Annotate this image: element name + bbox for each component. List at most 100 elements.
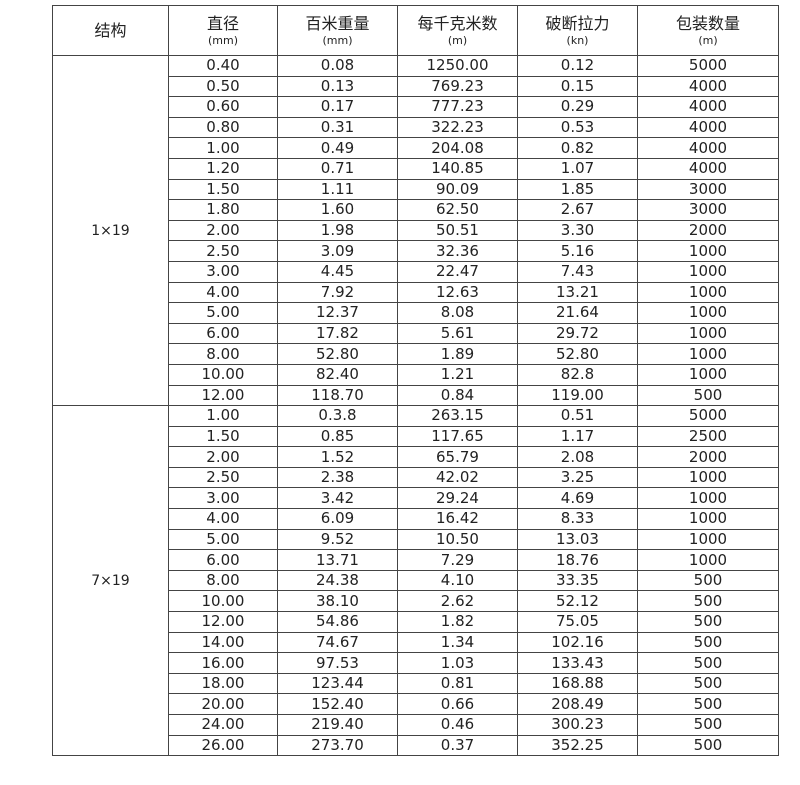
table-row: 1.00 0.49 204.08 0.82 4000 (53, 137, 779, 159)
header-unit: (kn) (566, 33, 589, 47)
data-cell: 12.00 (168, 611, 278, 633)
data-cell: 3.00 (168, 487, 278, 510)
data-cell: 3.25 (517, 466, 638, 489)
data-cell: 263.15 (397, 405, 518, 427)
data-cell: 6.09 (277, 508, 398, 530)
data-cell: 1.80 (168, 199, 278, 221)
data-cell: 1000 (637, 281, 779, 304)
table-row: 1×19 0.40 0.08 1250.00 0.12 5000 (52, 54, 779, 407)
data-cell: 1.60 (277, 199, 398, 221)
data-cell: 17.82 (277, 322, 398, 345)
data-cell: 500 (637, 631, 779, 654)
data-cell: 1.34 (397, 631, 518, 654)
data-cell: 1.00 (168, 405, 278, 427)
data-cell: 12.37 (277, 302, 398, 324)
data-cell: 102.16 (517, 631, 638, 654)
data-cell: 1000 (637, 528, 779, 551)
table-row: 0.80 0.31 322.23 0.53 4000 (53, 116, 779, 139)
data-cell: 24.00 (168, 714, 278, 736)
data-cell: 0.49 (277, 137, 398, 159)
data-cell: 4.00 (168, 508, 278, 530)
table-row: 4.00 6.09 16.42 8.33 1000 (53, 508, 779, 530)
data-cell: 140.85 (397, 157, 518, 180)
data-cell: 0.66 (397, 693, 518, 715)
table-row: 3.00 3.42 29.24 4.69 1000 (53, 487, 779, 510)
data-cell: 118.70 (277, 384, 398, 407)
data-cell: 3000 (637, 199, 779, 221)
data-cell: 4.10 (397, 569, 518, 592)
data-cell: 500 (637, 672, 779, 695)
header-unit: (m) (447, 33, 468, 47)
data-cell: 7.43 (517, 260, 638, 283)
data-cell: 1.17 (517, 425, 638, 448)
data-cell: 4000 (637, 96, 779, 118)
data-cell: 3000 (637, 178, 779, 201)
data-cell: 1.82 (397, 611, 518, 633)
data-cell: 5.61 (397, 322, 518, 345)
data-cell: 5000 (637, 405, 779, 427)
data-cell: 5.00 (168, 528, 278, 551)
table-row: 20.00 152.40 0.66 208.49 500 (53, 693, 779, 715)
data-cell: 769.23 (397, 75, 518, 98)
data-cell: 0.3.8 (277, 405, 398, 427)
data-cell: 42.02 (397, 466, 518, 489)
data-cell: 16.42 (397, 508, 518, 530)
data-cell: 500 (637, 734, 779, 757)
data-cell: 168.88 (517, 672, 638, 695)
data-cell: 123.44 (277, 672, 398, 695)
data-cell: 2500 (637, 425, 779, 448)
data-cell: 26.00 (168, 734, 278, 757)
data-cell: 2.50 (168, 240, 278, 262)
data-cell: 1.85 (517, 178, 638, 201)
data-cell: 33.35 (517, 569, 638, 592)
data-cell: 0.31 (277, 116, 398, 139)
table-row: 1.20 0.71 140.85 1.07 4000 (53, 157, 779, 180)
data-cell: 500 (637, 652, 779, 674)
data-cell: 4.45 (277, 260, 398, 283)
data-cell: 1.50 (168, 178, 278, 201)
data-cell: 16.00 (168, 652, 278, 674)
data-cell: 24.38 (277, 569, 398, 592)
data-cell: 500 (637, 714, 779, 736)
data-cell: 0.60 (168, 96, 278, 118)
data-cell: 0.17 (277, 96, 398, 118)
data-cell: 1.07 (517, 157, 638, 180)
data-cell: 3.30 (517, 219, 638, 242)
data-cell: 54.86 (277, 611, 398, 633)
header-cell: 破断拉力 (kn) (517, 5, 638, 56)
data-cell: 3.00 (168, 260, 278, 283)
data-cell: 4000 (637, 137, 779, 159)
data-cell: 2.00 (168, 446, 278, 468)
header-unit: (mm) (322, 33, 353, 47)
data-cell: 5.16 (517, 240, 638, 262)
data-cell: 12.63 (397, 281, 518, 304)
data-cell: 219.40 (277, 714, 398, 736)
data-cell: 4000 (637, 116, 779, 139)
data-cell: 29.72 (517, 322, 638, 345)
data-cell: 500 (637, 611, 779, 633)
spec-table: 结构 直径 (mm) 百米重量 (mm) 每千克米数 (m) 破断拉力 (kn) 包装数量 (m) … (52, 5, 779, 757)
data-cell: 1.20 (168, 157, 278, 180)
structure-cell: 1×19 (52, 54, 169, 407)
data-cell: 82.40 (277, 363, 398, 386)
data-cell: 1.11 (277, 178, 398, 201)
data-cell: 1.21 (397, 363, 518, 386)
data-cell: 3.09 (277, 240, 398, 262)
data-cell: 1.03 (397, 652, 518, 674)
data-cell: 13.03 (517, 528, 638, 551)
data-cell: 0.84 (397, 384, 518, 407)
table-row: 24.00 219.40 0.46 300.23 500 (53, 714, 779, 736)
data-cell: 0.50 (168, 75, 278, 98)
data-cell: 75.05 (517, 611, 638, 633)
table-row: 2.00 1.98 50.51 3.30 2000 (53, 219, 779, 242)
table-row: 18.00 123.44 0.81 168.88 500 (53, 672, 779, 695)
data-cell: 52.80 (517, 343, 638, 365)
data-cell: 8.08 (397, 302, 518, 324)
data-cell: 0.13 (277, 75, 398, 98)
data-cell: 97.53 (277, 652, 398, 674)
data-cell: 22.47 (397, 260, 518, 283)
data-cell: 29.24 (397, 487, 518, 510)
data-cell: 82.8 (517, 363, 638, 386)
data-cell: 777.23 (397, 96, 518, 118)
data-cell: 5000 (637, 55, 779, 77)
